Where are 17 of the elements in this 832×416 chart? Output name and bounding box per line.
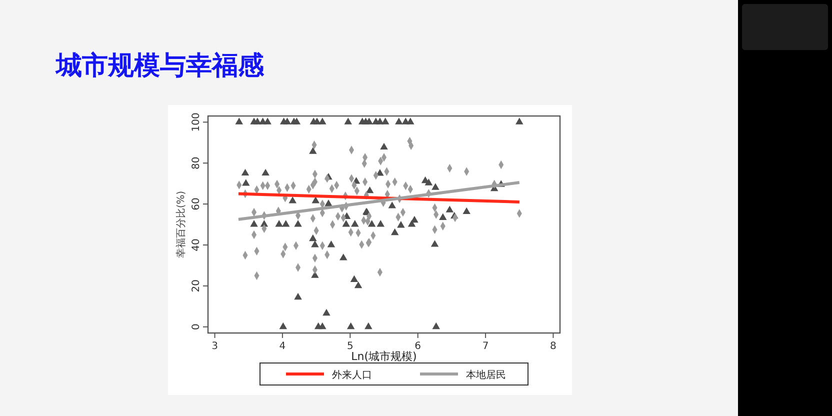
chart-title: 城市规模与幸福感 <box>55 51 265 81</box>
x-tick-label: 6 <box>414 341 422 352</box>
y-tick-label: 40 <box>191 238 202 252</box>
y-tick-label: 100 <box>191 112 202 132</box>
y-tick-label: 80 <box>191 156 202 170</box>
y-tick-label: 20 <box>191 280 202 292</box>
legend-label: 本地居民 <box>466 369 506 381</box>
legend-label: 外来人口 <box>332 369 372 381</box>
x-tick-label: 7 <box>482 341 489 352</box>
x-tick-label: 8 <box>550 341 556 352</box>
x-tick-label: 5 <box>346 341 354 352</box>
y-tick-label: 60 <box>191 198 202 210</box>
x-axis-title: Ln(城市规模) <box>351 350 417 363</box>
y-tick-label: 0 <box>191 324 202 330</box>
x-tick-label: 4 <box>279 341 286 352</box>
y-axis-title: 幸福百分比(%) <box>175 190 187 258</box>
x-tick-label: 3 <box>212 341 218 352</box>
